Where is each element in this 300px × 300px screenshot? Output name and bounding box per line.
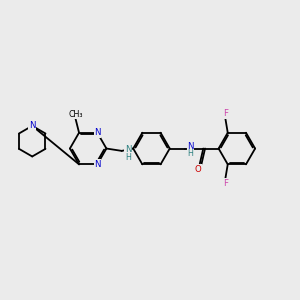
Text: F: F: [224, 110, 229, 118]
Text: N: N: [94, 160, 101, 169]
Text: O: O: [195, 165, 202, 174]
Text: CH₃: CH₃: [68, 110, 83, 119]
Text: N: N: [94, 128, 101, 137]
Text: F: F: [224, 179, 229, 188]
Text: N: N: [125, 145, 131, 154]
Text: H: H: [188, 149, 194, 158]
Text: N: N: [188, 142, 194, 151]
Text: N: N: [29, 122, 35, 130]
Text: H: H: [125, 153, 131, 162]
